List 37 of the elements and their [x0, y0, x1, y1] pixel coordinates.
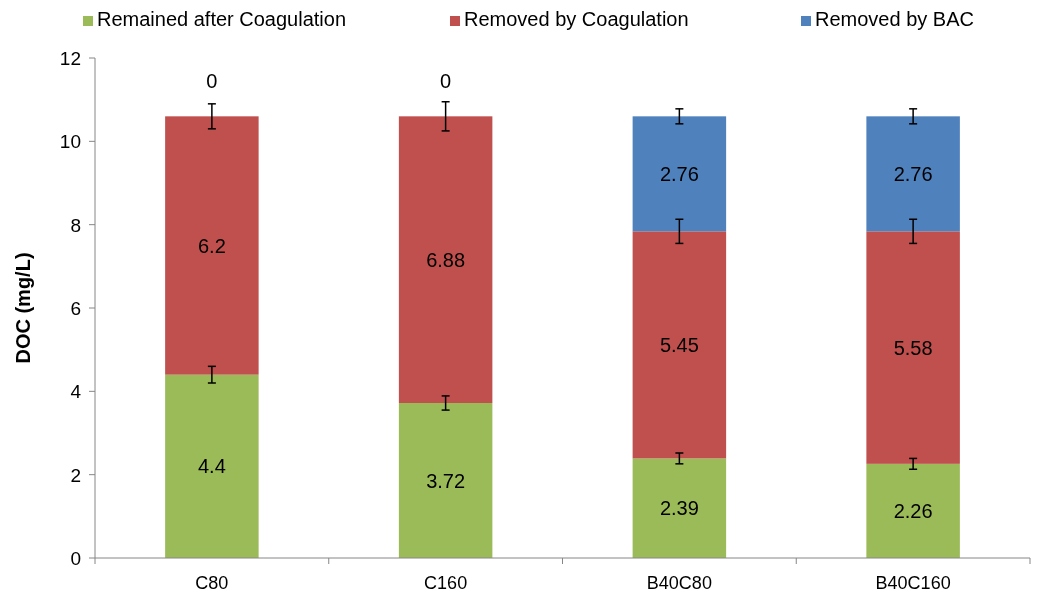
- data-label: 0: [440, 70, 452, 93]
- bar: [165, 116, 259, 375]
- data-label: 5.45: [659, 333, 699, 356]
- bar: [866, 231, 960, 464]
- legend-label: Removed by Coagulation: [464, 8, 689, 30]
- data-label: 4.4: [197, 455, 226, 478]
- data-label: 5.58: [893, 336, 933, 359]
- y-tick-label: 4: [70, 381, 82, 403]
- data-label: 6.2: [197, 234, 226, 257]
- bar: [866, 116, 960, 232]
- x-tick-label: B40C160: [875, 573, 951, 593]
- bar: [632, 458, 727, 558]
- x-tick-label: B40C80: [646, 573, 712, 593]
- y-tick-label: 10: [59, 131, 81, 153]
- y-tick-label: 2: [70, 464, 81, 486]
- y-axis-title: DOC (mg/L): [12, 252, 34, 364]
- data-label: 0: [206, 70, 218, 93]
- bar: [398, 403, 493, 558]
- legend-label: Remained after Coagulation: [97, 8, 347, 30]
- y-tick-label: 12: [59, 48, 81, 69]
- bar: [165, 374, 259, 558]
- x-tick-label: C160: [424, 573, 468, 593]
- y-tick-label: 8: [70, 214, 81, 236]
- data-label: 2.39: [659, 497, 699, 520]
- y-tick-label: 6: [70, 298, 81, 319]
- bar: [632, 116, 727, 232]
- legend-label: Removed by BAC: [815, 8, 974, 30]
- bar: [398, 116, 493, 403]
- data-label: 2.76: [659, 162, 699, 185]
- data-label: 2.76: [893, 162, 933, 185]
- data-label: 6.88: [426, 248, 466, 271]
- data-label: 2.26: [893, 499, 933, 522]
- bar: [866, 463, 960, 558]
- y-tick-label: 0: [70, 548, 81, 569]
- bar: [632, 231, 727, 459]
- x-tick-label: C80: [195, 573, 229, 593]
- data-label: 3.72: [426, 469, 466, 492]
